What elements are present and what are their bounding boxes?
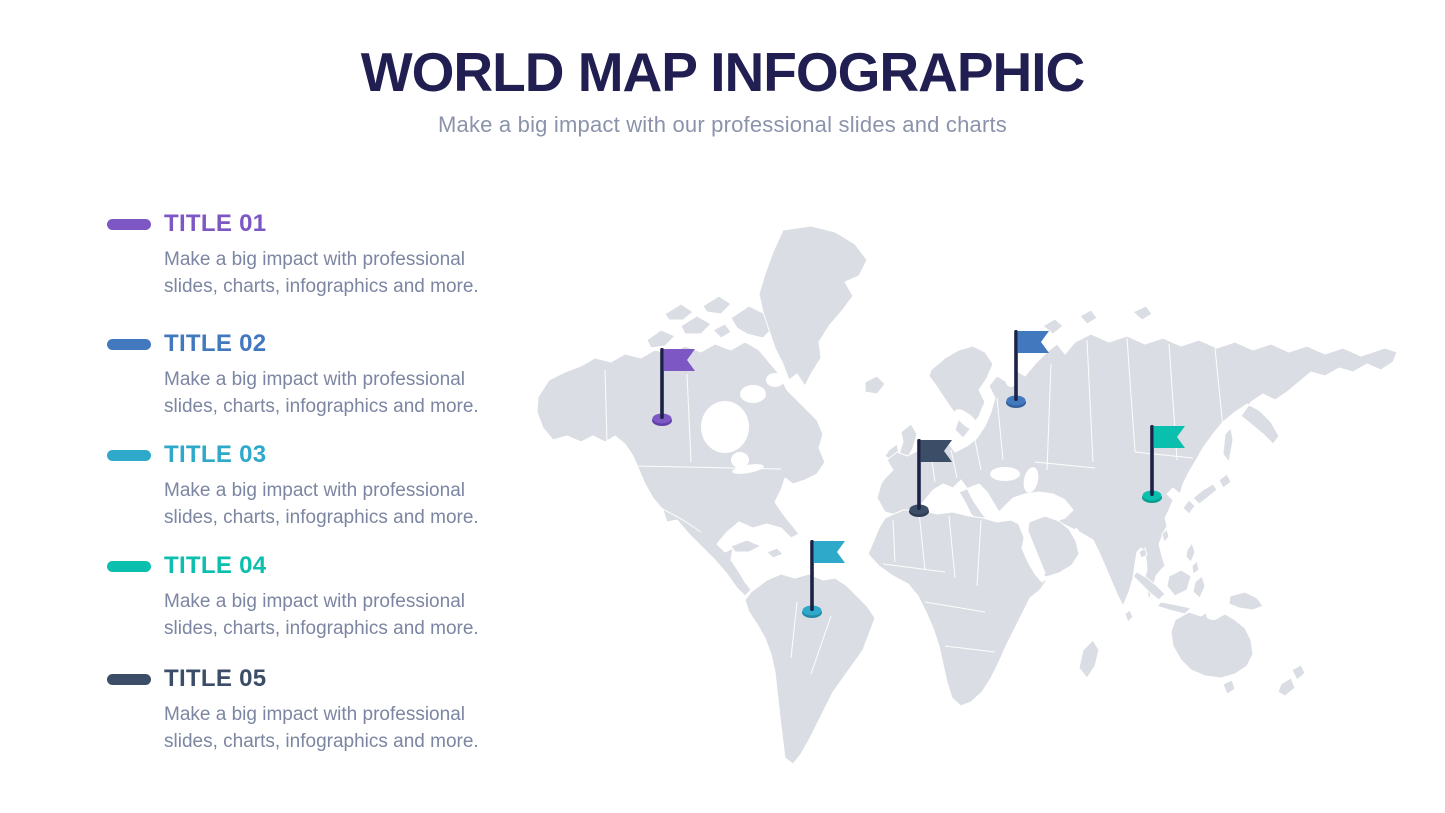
map-marker-canada — [652, 348, 695, 426]
legend-item-label: TITLE 03 — [164, 441, 267, 468]
legend-item-2: TITLE 02 Make a big impact with professi… — [107, 330, 507, 420]
page-subtitle: Make a big impact with our professional … — [437, 111, 1007, 137]
map-marker-europe — [909, 439, 952, 517]
legend-item-description: Make a big impact with professional slid… — [164, 591, 479, 639]
legend-item-description: Make a big impact with professional slid… — [164, 249, 479, 297]
legend-dash-icon — [107, 560, 151, 572]
legend-item-label: TITLE 05 — [164, 665, 267, 692]
legend-dash-icon — [107, 218, 151, 230]
legend-item-description: Make a big impact with professional slid… — [164, 704, 479, 752]
legend-item-description: Make a big impact with professional slid… — [164, 369, 479, 417]
legend-item-head: TITLE 05 — [107, 665, 507, 692]
map-marker-china — [1142, 425, 1185, 503]
legend-item-label: TITLE 04 — [164, 552, 267, 579]
map-marker-brazil — [802, 540, 845, 618]
legend-dash-icon — [107, 338, 151, 350]
world-map-country-borders — [604, 337, 1224, 675]
map-marker-russia — [1006, 330, 1049, 408]
flag-icon — [1153, 426, 1185, 448]
legend-item-label: TITLE 02 — [164, 330, 267, 357]
legend-item-label: TITLE 01 — [164, 210, 267, 237]
legend-dash-icon — [107, 673, 151, 685]
world-map-continents — [536, 225, 1398, 765]
legend-item-1: TITLE 01 Make a big impact with professi… — [107, 210, 507, 300]
legend-item-description: Make a big impact with professional slid… — [164, 480, 479, 528]
flag-icon — [1017, 331, 1049, 353]
legend-item-4: TITLE 04 Make a big impact with professi… — [107, 552, 507, 642]
map-markers — [652, 330, 1185, 618]
flag-icon — [920, 440, 952, 462]
legend-item-head: TITLE 03 — [107, 441, 507, 468]
legend-item-3: TITLE 03 Make a big impact with professi… — [107, 441, 507, 531]
flag-icon — [663, 349, 695, 371]
slide-header: WORLD MAP INFOGRAPHIC Make a big impact … — [0, 41, 1445, 138]
legend-item-head: TITLE 01 — [107, 210, 507, 237]
legend-item-5: TITLE 05 Make a big impact with professi… — [107, 665, 507, 755]
flag-icon — [813, 541, 845, 563]
world-map — [535, 222, 1405, 767]
legend-item-head: TITLE 04 — [107, 552, 507, 579]
legend-item-head: TITLE 02 — [107, 330, 507, 357]
world-map-seas — [701, 371, 1220, 620]
legend-dash-icon — [107, 449, 151, 461]
page-title: WORLD MAP INFOGRAPHIC — [360, 41, 1086, 103]
